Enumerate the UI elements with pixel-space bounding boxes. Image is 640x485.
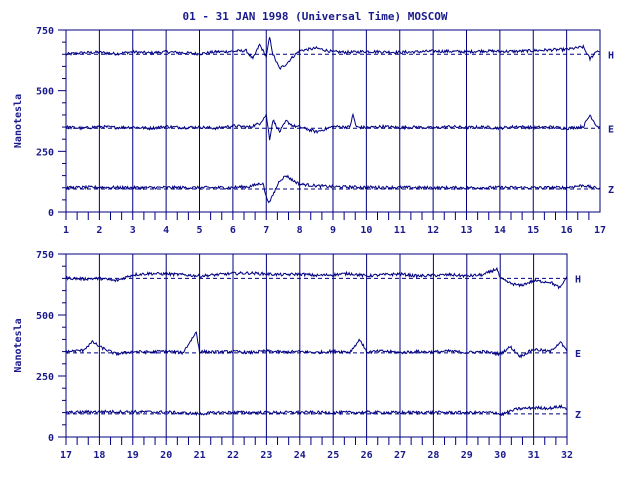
x-tick-label: 7 bbox=[263, 225, 269, 236]
x-tick-label: 5 bbox=[196, 225, 202, 236]
x-tick-label: 20 bbox=[160, 450, 172, 461]
x-tick-label: 14 bbox=[494, 225, 506, 236]
x-tick-label: 30 bbox=[494, 450, 506, 461]
x-tick-label: 11 bbox=[394, 225, 406, 236]
x-tick-label: 19 bbox=[127, 450, 139, 461]
x-tick-label: 1 bbox=[63, 225, 69, 236]
series-label-E: E bbox=[608, 124, 614, 135]
series-line-E bbox=[65, 112, 601, 141]
x-tick-label: 28 bbox=[427, 450, 439, 461]
x-tick-label: 32 bbox=[561, 450, 573, 461]
series-line-E bbox=[65, 331, 568, 359]
y-tick-label: 750 bbox=[36, 26, 54, 37]
y-tick-label: 500 bbox=[36, 87, 54, 98]
series-line-Z bbox=[65, 403, 568, 417]
x-tick-label: 13 bbox=[460, 225, 472, 236]
series-label-H: H bbox=[608, 50, 614, 61]
y-axis-label: Nanotesla bbox=[13, 94, 24, 148]
panel-top: 1 2 3 4 5 6 7 8 9 10 11 12 13 14 15 16 170250500750Nanot… bbox=[13, 26, 614, 236]
x-tick-label: 17 bbox=[594, 225, 606, 236]
x-tick-label: 25 bbox=[327, 450, 339, 461]
x-tick-label: 8 bbox=[297, 225, 303, 236]
x-tick-label: 24 bbox=[294, 450, 306, 461]
x-tick-label: 17 bbox=[60, 450, 72, 461]
x-tick-label: 21 bbox=[194, 450, 206, 461]
chart-title: 01 - 31 JAN 1998 (Universal Time) MOSCOW bbox=[183, 10, 448, 23]
panel-bottom: 17 18 19 20 21 22 23 24 25 26 27 28 29 30 31 32 0 250 500 7… bbox=[13, 250, 581, 461]
x-tick-label: 22 bbox=[227, 450, 239, 461]
x-tick-label: 2 bbox=[96, 225, 102, 236]
x-tick-label: 10 bbox=[360, 225, 372, 236]
series-line-H bbox=[65, 37, 601, 71]
y-tick-label: 250 bbox=[36, 147, 54, 158]
series-label-H: H bbox=[575, 274, 581, 285]
x-tick-label: 26 bbox=[361, 450, 373, 461]
x-tick-label: 12 bbox=[427, 225, 439, 236]
x-tick-label: 15 bbox=[527, 225, 539, 236]
y-tick-label: 750 bbox=[36, 250, 54, 261]
series-line-H bbox=[65, 266, 568, 290]
x-tick-label: 6 bbox=[230, 225, 236, 236]
series-label-Z: Z bbox=[608, 185, 614, 196]
series-label-Z: Z bbox=[575, 410, 581, 421]
y-tick-label: 500 bbox=[36, 311, 54, 322]
x-tick-label: 4 bbox=[163, 225, 169, 236]
y-axis-label: Nanotesla bbox=[13, 318, 24, 372]
x-tick-label: 3 bbox=[130, 225, 136, 236]
x-tick-label: 29 bbox=[461, 450, 473, 461]
plot-frame bbox=[65, 253, 568, 438]
x-tick-label: 23 bbox=[260, 450, 272, 461]
y-tick-label: 250 bbox=[36, 372, 54, 383]
x-tick-label: 18 bbox=[93, 450, 105, 461]
series-line-Z bbox=[65, 174, 601, 204]
panels: 1 2 3 4 5 6 7 8 9 10 11 12 13 14 15 16 170250500750Nanot… bbox=[13, 26, 614, 461]
series-label-E: E bbox=[575, 349, 581, 360]
x-tick-label: 31 bbox=[528, 450, 540, 461]
y-tick-label: 0 bbox=[48, 433, 54, 444]
x-tick-label: 9 bbox=[330, 225, 336, 236]
x-tick-label: 27 bbox=[394, 450, 406, 461]
x-tick-label: 16 bbox=[561, 225, 573, 236]
y-tick-label: 0 bbox=[48, 208, 54, 219]
